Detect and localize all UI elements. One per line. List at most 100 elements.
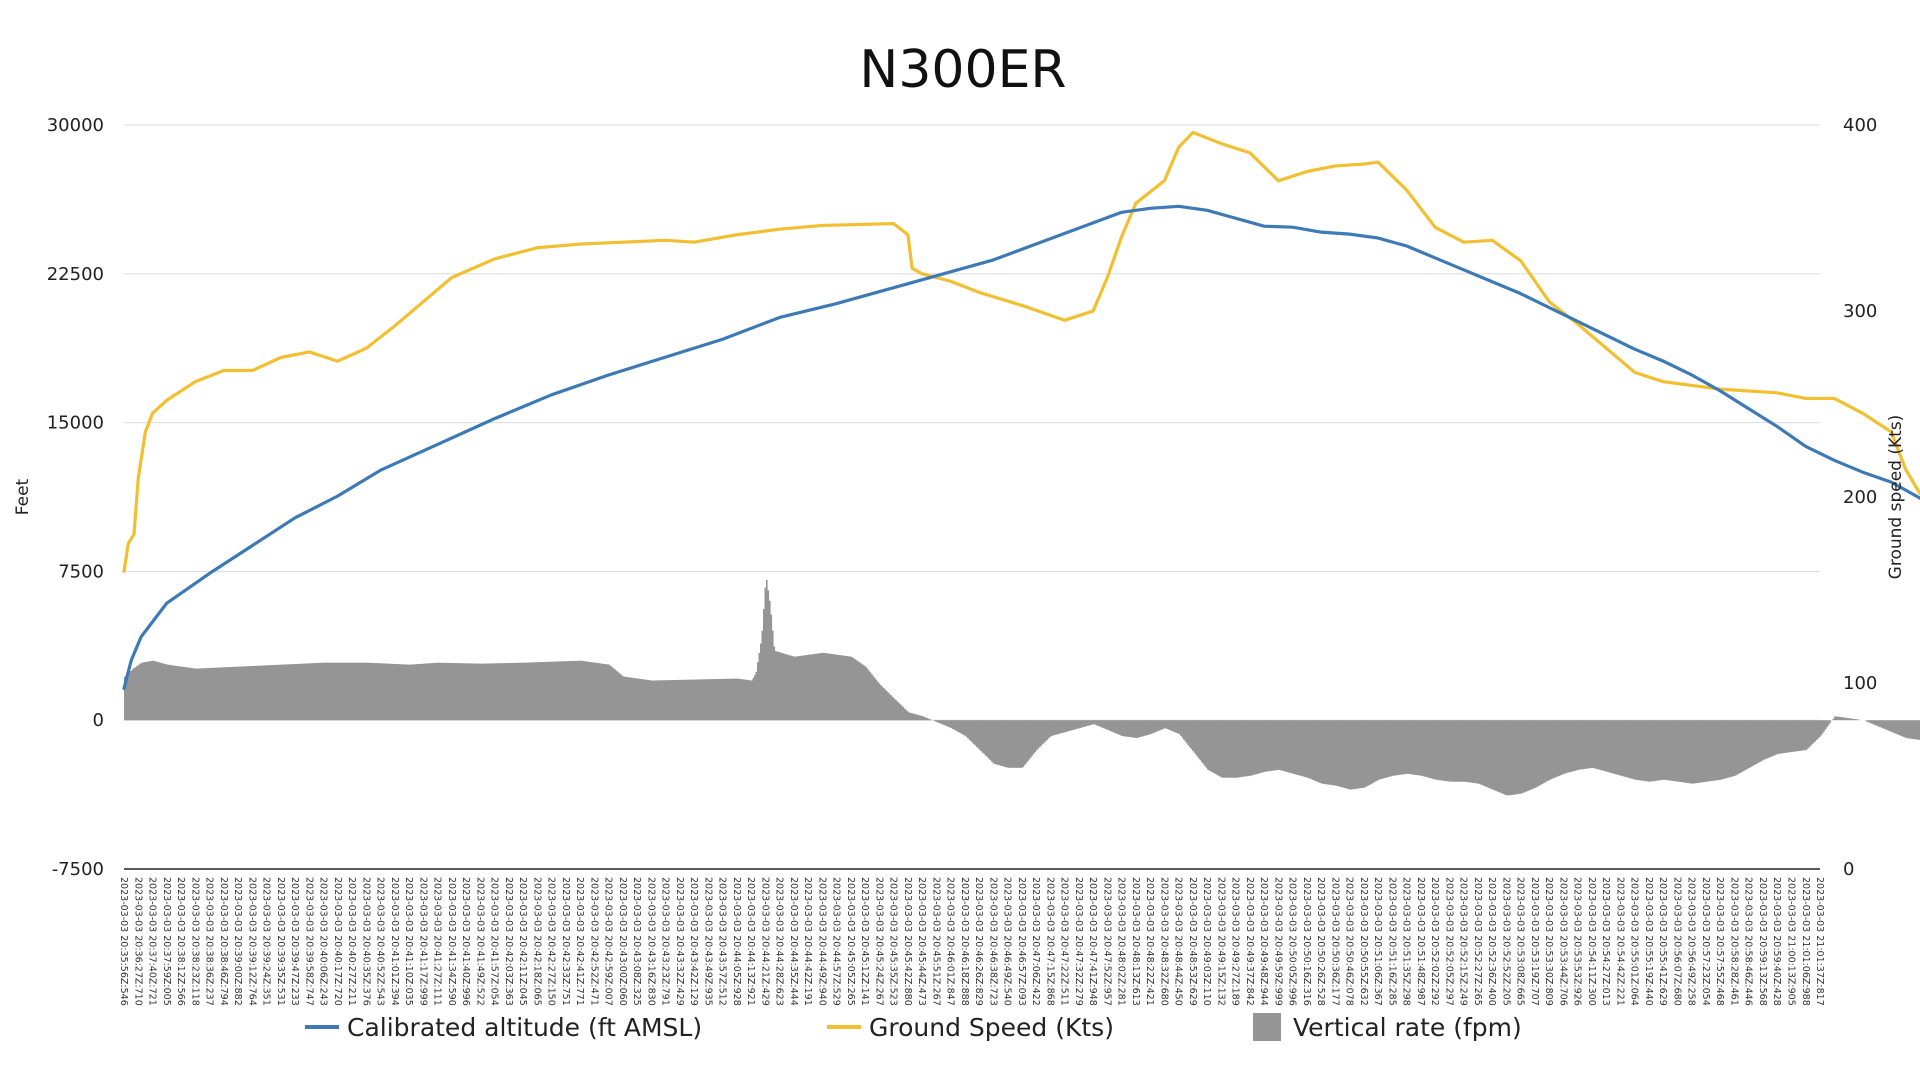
vertical-rate-bar	[1750, 720, 1752, 767]
vertical-rate-bar	[798, 656, 800, 720]
vertical-rate-bar	[1207, 720, 1209, 769]
vertical-rate-bar	[1026, 720, 1028, 763]
vertical-rate-bar	[1483, 720, 1485, 786]
vertical-rate-bar	[448, 663, 450, 720]
vertical-rate-bar	[237, 667, 239, 721]
vertical-rate-bar	[1606, 720, 1608, 772]
vertical-rate-bar	[1144, 720, 1146, 736]
vertical-rate-bar	[268, 665, 270, 720]
vertical-rate-bar	[1561, 720, 1563, 775]
vertical-rate-bar	[424, 664, 426, 721]
vertical-rate-bar	[912, 713, 914, 720]
vertical-rate-bar	[819, 653, 821, 720]
vertical-rate-bar	[144, 662, 146, 720]
vertical-rate-bar	[600, 663, 602, 720]
vertical-rate-bar	[505, 663, 507, 720]
vertical-rate-bar	[643, 679, 645, 720]
vertical-rate-bar	[499, 663, 501, 720]
vertical-rate-bar	[423, 664, 425, 720]
vertical-rate-bar	[328, 663, 330, 721]
vertical-rate-bar	[1032, 720, 1034, 756]
vertical-rate-bar	[1837, 717, 1839, 721]
vertical-rate-bar	[928, 719, 930, 721]
vertical-rate-bar	[1494, 720, 1496, 790]
vertical-rate-bar	[1771, 720, 1773, 756]
vertical-rate-bar	[210, 668, 212, 720]
x-tick-label: 2023-03-03 20:42:18Z:065	[531, 877, 542, 1006]
vertical-rate-bar	[1641, 720, 1643, 780]
vertical-rate-bar	[1204, 720, 1206, 766]
vertical-rate-bar	[477, 664, 479, 721]
vertical-rate-bar	[493, 663, 495, 720]
x-tick-label: 2023-03-03 20:39:00Z:882	[232, 877, 243, 1006]
vertical-rate-bar	[1185, 720, 1187, 741]
vertical-rate-bar	[948, 720, 950, 727]
vertical-rate-bar	[1629, 720, 1631, 778]
vertical-rate-bar	[688, 680, 690, 721]
vertical-rate-bar	[519, 663, 521, 720]
vertical-rate-bar	[387, 664, 389, 721]
vertical-rate-bar	[1519, 720, 1521, 794]
x-tick-label: 2023-03-03 20:38:46Z:794	[218, 877, 229, 1006]
vertical-rate-bar	[597, 663, 599, 720]
vertical-rate-bar	[594, 663, 596, 721]
vertical-rate-bar	[388, 664, 390, 721]
vertical-rate-bar	[750, 680, 752, 720]
vertical-rate-bar	[570, 661, 572, 720]
vertical-rate-bar	[478, 664, 480, 721]
vertical-rate-bar	[1696, 720, 1698, 783]
vertical-rate-bar	[820, 653, 822, 720]
vertical-rate-bar	[214, 668, 216, 720]
vertical-rate-bar	[1263, 720, 1265, 772]
vertical-rate-bar	[1587, 720, 1589, 768]
vertical-rate-bar	[1090, 720, 1092, 725]
vertical-rate-bar	[1269, 720, 1271, 771]
vertical-rate-bar	[808, 655, 810, 720]
vertical-rate-bar	[1359, 720, 1361, 788]
x-tick-label: 2023-03-03 20:50:05Z:996	[1287, 877, 1298, 1006]
vertical-rate-bar	[468, 663, 470, 720]
vertical-rate-bar	[1773, 720, 1775, 756]
vertical-rate-bar	[1413, 720, 1415, 774]
vertical-rate-bar	[253, 666, 255, 720]
vertical-rate-bar	[1743, 720, 1745, 771]
vertical-rate-bar	[420, 664, 422, 720]
vertical-rate-bar	[1132, 720, 1134, 737]
vertical-rate-bar	[1258, 720, 1260, 773]
vertical-rate-bar	[1911, 720, 1913, 739]
vertical-rate-bar	[955, 720, 957, 730]
vertical-rate-bar	[885, 690, 887, 721]
vertical-rate-bar	[579, 661, 581, 720]
vertical-rate-bar	[288, 664, 290, 720]
vertical-rate-bar	[558, 661, 560, 720]
vertical-rate-bar	[1444, 720, 1446, 781]
vertical-rate-bar	[1435, 720, 1437, 779]
vertical-rate-bar	[1188, 720, 1190, 745]
x-tick-label: 2023-03-03 20:43:23Z:791	[660, 877, 671, 1006]
vertical-rate-bar	[376, 663, 378, 720]
vertical-rate-bar	[1234, 720, 1236, 778]
vertical-rate-bar	[1225, 720, 1227, 778]
vertical-rate-bar	[1426, 720, 1428, 777]
vertical-rate-bar	[1077, 720, 1079, 729]
vertical-rate-bar	[768, 590, 770, 720]
vertical-rate-bar	[1129, 720, 1131, 737]
vertical-rate-bar	[1648, 720, 1650, 781]
vertical-rate-bar	[1237, 720, 1239, 777]
vertical-rate-bar	[1104, 720, 1106, 728]
vertical-rate-bar	[1612, 720, 1614, 773]
x-tick-label: 2023-03-03 20:54:27Z:013	[1600, 877, 1611, 1006]
vertical-rate-bar	[810, 655, 812, 721]
x-tick-label: 2023-03-03 20:46:49Z:540	[1002, 877, 1013, 1006]
vertical-rate-bar	[1563, 720, 1565, 774]
vertical-rate-bar	[310, 663, 312, 720]
x-tick-label: 2023-03-03 20:46:57Z:093	[1016, 877, 1027, 1006]
vertical-rate-bar	[1384, 720, 1386, 778]
vertical-rate-bar	[871, 674, 873, 720]
vertical-rate-bar	[1774, 720, 1776, 755]
vertical-rate-bar	[846, 656, 848, 720]
vertical-rate-bar	[1681, 720, 1683, 782]
vertical-rate-bar	[1033, 720, 1035, 754]
vertical-rate-bar	[1512, 720, 1514, 795]
vertical-rate-bar	[877, 682, 879, 721]
